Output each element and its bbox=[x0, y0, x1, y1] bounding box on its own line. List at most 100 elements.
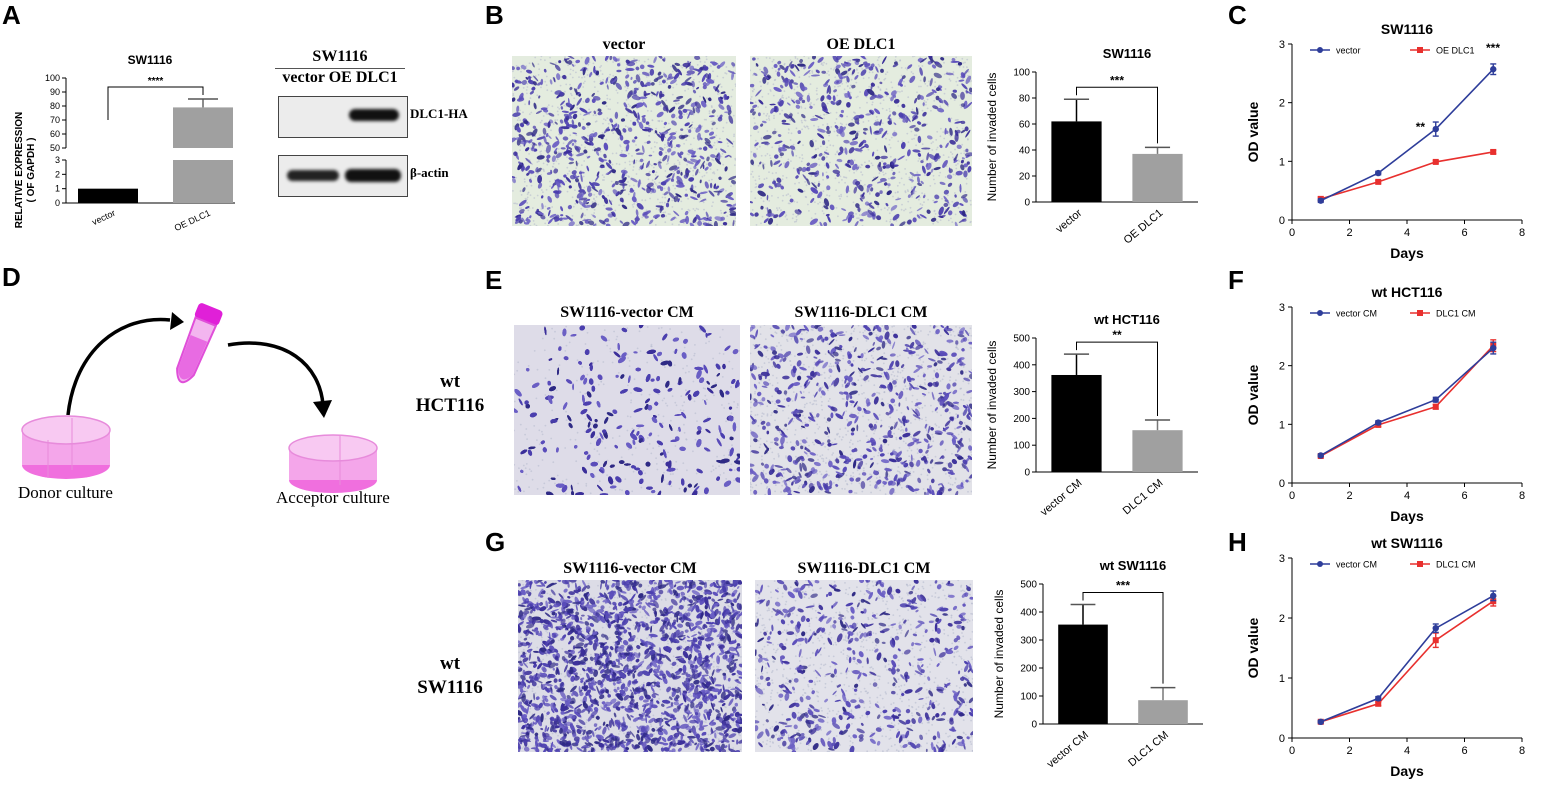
pore bbox=[696, 420, 698, 422]
cell bbox=[535, 110, 543, 114]
pore bbox=[522, 87, 525, 89]
pore bbox=[588, 108, 590, 111]
pore bbox=[869, 193, 871, 195]
pore bbox=[761, 95, 764, 98]
pore bbox=[795, 155, 798, 157]
cell bbox=[826, 125, 830, 131]
pore bbox=[527, 209, 530, 212]
pore bbox=[767, 82, 769, 84]
cell bbox=[661, 474, 664, 483]
pore bbox=[818, 158, 820, 160]
pore bbox=[722, 163, 725, 166]
pore bbox=[721, 328, 724, 331]
cell bbox=[780, 185, 784, 190]
y-tick-label: 100 bbox=[45, 73, 60, 83]
cell bbox=[917, 176, 920, 184]
pore bbox=[670, 419, 672, 422]
pore bbox=[754, 179, 757, 182]
cell bbox=[697, 220, 703, 226]
cell bbox=[594, 175, 600, 182]
pore bbox=[710, 222, 712, 225]
cell bbox=[659, 422, 664, 428]
cell bbox=[891, 158, 897, 166]
pore bbox=[826, 123, 829, 125]
pore bbox=[609, 347, 612, 350]
cell bbox=[806, 162, 811, 167]
pore bbox=[637, 87, 640, 89]
cell bbox=[772, 180, 776, 185]
cell bbox=[943, 99, 949, 106]
cell bbox=[694, 216, 697, 222]
cell bbox=[549, 62, 557, 66]
cell bbox=[668, 192, 676, 200]
cell bbox=[603, 197, 609, 205]
cell bbox=[626, 442, 633, 449]
cell bbox=[653, 388, 661, 394]
pore bbox=[829, 161, 831, 164]
cell bbox=[592, 223, 597, 226]
cell bbox=[638, 438, 643, 443]
pore bbox=[730, 105, 733, 107]
cell bbox=[576, 152, 585, 157]
cell bbox=[562, 74, 567, 80]
pore bbox=[546, 106, 549, 108]
pore bbox=[728, 449, 731, 451]
cell bbox=[705, 81, 711, 87]
pore bbox=[886, 132, 889, 135]
pore bbox=[603, 329, 606, 332]
cell bbox=[901, 103, 906, 108]
pore bbox=[732, 114, 735, 117]
pore bbox=[592, 62, 595, 65]
y-axis-label: Number of invaded cells bbox=[985, 73, 999, 202]
pore bbox=[733, 164, 736, 167]
cell bbox=[849, 140, 859, 146]
cell bbox=[556, 447, 559, 453]
pore bbox=[637, 427, 640, 430]
cell bbox=[557, 367, 560, 376]
cell bbox=[515, 215, 522, 222]
cell bbox=[723, 211, 727, 214]
pore bbox=[528, 468, 531, 471]
cell bbox=[802, 86, 808, 91]
x-tick-label: OE DLC1 bbox=[1122, 207, 1166, 246]
cell bbox=[547, 218, 554, 225]
pore bbox=[849, 91, 852, 94]
cell bbox=[656, 111, 664, 118]
pore bbox=[538, 134, 541, 136]
pore bbox=[818, 180, 820, 183]
pore bbox=[544, 377, 547, 380]
cell bbox=[856, 166, 860, 170]
pore bbox=[798, 181, 800, 184]
pore bbox=[577, 482, 579, 485]
pore bbox=[822, 178, 824, 181]
pore bbox=[816, 87, 818, 90]
cell bbox=[638, 121, 644, 130]
cell bbox=[514, 388, 522, 397]
pore bbox=[693, 354, 696, 357]
cell bbox=[513, 86, 520, 91]
cell bbox=[625, 143, 630, 152]
cell bbox=[671, 113, 676, 119]
pore bbox=[822, 212, 825, 215]
cell bbox=[533, 102, 537, 110]
cell bbox=[569, 174, 576, 180]
pore bbox=[949, 79, 952, 82]
pore bbox=[759, 80, 762, 83]
cell bbox=[708, 216, 712, 222]
pore bbox=[576, 107, 579, 109]
pore bbox=[533, 197, 536, 199]
pore bbox=[678, 487, 681, 490]
pore bbox=[606, 344, 609, 347]
pore bbox=[836, 134, 839, 137]
pore bbox=[932, 222, 935, 225]
pore bbox=[909, 206, 912, 209]
pore bbox=[921, 204, 924, 206]
cell bbox=[766, 194, 769, 201]
cell bbox=[851, 69, 856, 75]
pore bbox=[825, 171, 828, 174]
cell bbox=[855, 203, 860, 209]
pore bbox=[566, 156, 568, 158]
cell bbox=[834, 125, 839, 129]
pore bbox=[650, 452, 653, 455]
pore bbox=[645, 76, 648, 78]
